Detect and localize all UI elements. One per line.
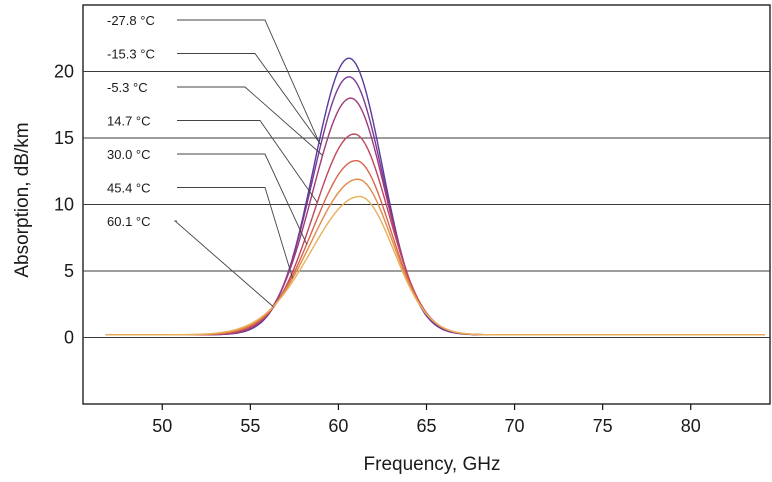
series-labels: -27.8 °C -15.3 °C -5.3 °C 14.7 °C 30.0 °C 45.… [107, 13, 155, 229]
leader-line [177, 153, 308, 245]
x-tick-label: 50 [152, 416, 172, 436]
leader-line [177, 120, 318, 203]
series-label: -27.8 °C [107, 13, 155, 28]
y-tick-label: 10 [54, 195, 74, 215]
y-tick-label: 0 [64, 328, 74, 348]
leader-lines [173, 19, 323, 307]
series-label: 60.1 °C [107, 214, 151, 229]
series-line-6 [105, 195, 765, 336]
x-tick-label: 80 [681, 416, 701, 436]
y-tick-label: 20 [54, 62, 74, 82]
x-tick-label: 70 [505, 416, 525, 436]
x-tick-label: 75 [593, 416, 613, 436]
y-axis-title: Absorption, dB/km [12, 122, 33, 277]
x-tick-label: 55 [240, 416, 260, 436]
x-axis-ticks: 50 55 60 65 70 75 80 [152, 404, 701, 436]
leader-line [177, 53, 322, 145]
series-label: -15.3 °C [107, 47, 155, 62]
leader-line [177, 86, 323, 156]
series-label: 30.0 °C [107, 147, 151, 162]
series-label: 14.7 °C [107, 114, 151, 129]
y-tick-label: 15 [54, 128, 74, 148]
y-axis-ticks: 0 5 10 15 20 [54, 62, 74, 348]
x-tick-label: 60 [328, 416, 348, 436]
series-label: -5.3 °C [107, 80, 148, 95]
series-label: 45.4 °C [107, 181, 151, 196]
y-tick-label: 5 [64, 261, 74, 281]
leader-line [177, 19, 320, 143]
x-axis-title: Frequency, GHz [364, 454, 501, 475]
leader-line [177, 187, 294, 279]
gridlines [83, 71, 770, 338]
leader-line [173, 220, 274, 307]
x-tick-label: 65 [416, 416, 436, 436]
series-lines [105, 57, 765, 336]
